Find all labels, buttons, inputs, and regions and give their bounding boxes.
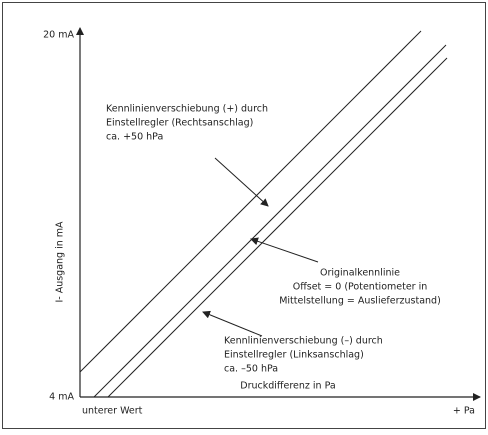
annotation-line: Mittelstellung = Auslieferzustand) (279, 296, 441, 307)
frame (2, 2, 486, 429)
arrow (214, 157, 269, 207)
annotation-line: Offset = 0 (Potentiometer in (293, 282, 428, 293)
annotation-line: ca. +50 hPa (106, 132, 163, 143)
annotation-line: Einstellregler (Rechtsanschlag) (106, 118, 253, 129)
annotation-line: Kennlinienverschiebung (+) durch (106, 104, 268, 115)
x-axis-title: Druckdifferenz in Pa (240, 381, 335, 392)
x-left-label: unterer Wert (82, 406, 143, 417)
curve-original (93, 44, 447, 398)
annotation-line: Einstellregler (Linksanschlag) (224, 350, 364, 361)
y-top-label: 20 mA (43, 30, 74, 41)
annotation-line: Kennlinienverschiebung (–) durch (224, 336, 383, 347)
curve-minus (107, 57, 448, 398)
curve-plus (79, 30, 422, 373)
y-bottom-label: 4 mA (49, 392, 74, 403)
y-axis-title: I- Ausgang in mA (55, 221, 66, 303)
x-right-label: + Pa (453, 406, 475, 417)
annotation-line: ca. –50 hPa (224, 364, 278, 375)
annotation-line: Originalkennlinie (320, 268, 400, 279)
arrow (250, 237, 319, 263)
arrow (202, 310, 263, 337)
